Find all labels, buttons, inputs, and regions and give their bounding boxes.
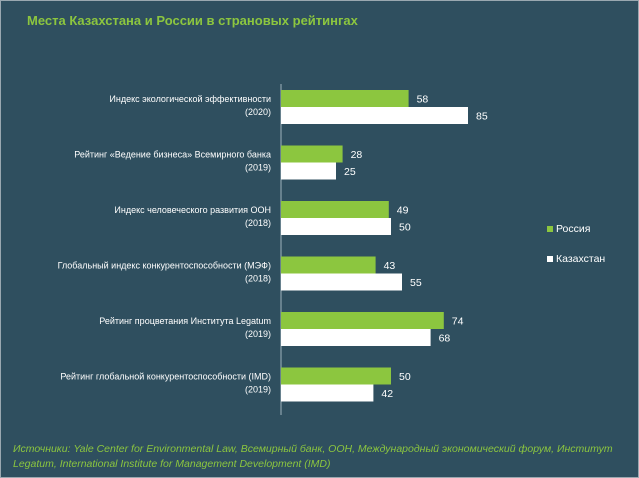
data-label: 68 bbox=[439, 333, 451, 345]
category-label: Рейтинг процветания Института Legatum bbox=[99, 316, 271, 326]
data-label: 58 bbox=[417, 94, 429, 106]
bar-russia bbox=[281, 312, 444, 329]
bar-chart: Индекс экологической эффективности (2020)… bbox=[58, 84, 605, 415]
category-label: Индекс экологической эффективности bbox=[109, 94, 271, 104]
legend-swatch bbox=[547, 256, 553, 262]
category-label: (2020) bbox=[245, 107, 271, 117]
bar-kazakhstan bbox=[281, 218, 391, 235]
data-label: 25 bbox=[344, 166, 356, 178]
bar-russia bbox=[281, 201, 389, 218]
category-label: Рейтинг «Ведение бизнеса» Всемирного бан… bbox=[74, 150, 271, 160]
data-label: 43 bbox=[384, 260, 396, 272]
bar-kazakhstan bbox=[281, 329, 431, 346]
legend-label: Казахстан bbox=[556, 253, 605, 265]
bar-kazakhstan bbox=[281, 107, 468, 124]
data-label: 85 bbox=[476, 111, 488, 123]
bar-kazakhstan bbox=[281, 162, 336, 180]
bar-russia bbox=[281, 145, 343, 163]
data-label: 74 bbox=[452, 316, 464, 328]
category-label: (2019) bbox=[245, 329, 271, 339]
bar-russia bbox=[281, 367, 391, 385]
bar-kazakhstan bbox=[281, 384, 374, 402]
legend-swatch bbox=[547, 226, 553, 232]
category-label: (2018) bbox=[245, 218, 271, 228]
bar-kazakhstan bbox=[281, 273, 402, 291]
category-label: (2019) bbox=[245, 163, 271, 173]
category-label: (2019) bbox=[245, 385, 271, 395]
bar-russia bbox=[281, 90, 409, 107]
chart-title: Места Казахстана и России в страновых ре… bbox=[27, 13, 358, 28]
data-label: 55 bbox=[410, 277, 422, 289]
data-label: 28 bbox=[351, 149, 363, 161]
category-label: Рейтинг глобальной конкурентоспособности… bbox=[60, 372, 271, 382]
category-label: (2018) bbox=[245, 274, 271, 284]
bar-russia bbox=[281, 256, 376, 274]
data-label: 42 bbox=[381, 388, 393, 400]
source-note: Источники: Yale Center for Environmental… bbox=[13, 443, 613, 470]
data-label: 49 bbox=[397, 205, 409, 217]
category-label: Глобальный индекс конкурентоспособности … bbox=[58, 261, 271, 271]
data-label: 50 bbox=[399, 371, 411, 383]
category-label: Индекс человеческого развития ООН bbox=[114, 205, 271, 215]
data-label: 50 bbox=[399, 222, 411, 234]
legend-label: Россия bbox=[556, 223, 590, 235]
